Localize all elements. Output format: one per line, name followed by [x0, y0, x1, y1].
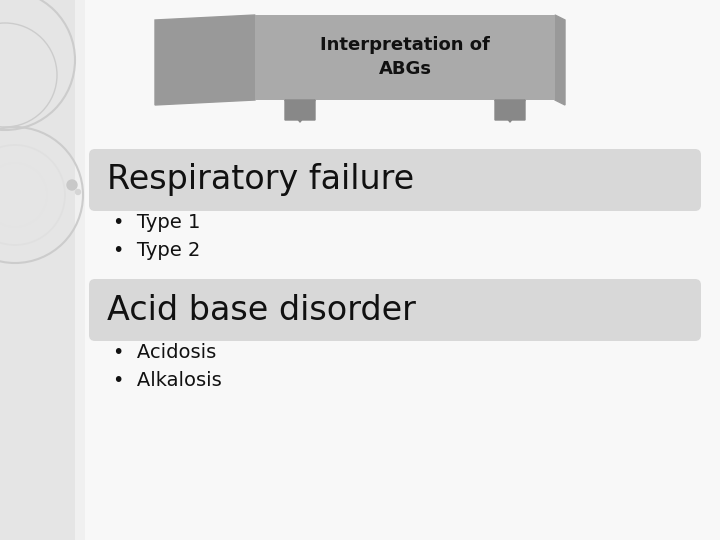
Text: •  Type 1: • Type 1	[113, 213, 200, 232]
Polygon shape	[255, 15, 555, 100]
FancyBboxPatch shape	[89, 149, 701, 211]
Polygon shape	[75, 0, 85, 540]
FancyBboxPatch shape	[89, 279, 701, 341]
Polygon shape	[285, 100, 315, 122]
Polygon shape	[285, 100, 315, 122]
Text: •  Alkalosis: • Alkalosis	[113, 370, 222, 389]
Polygon shape	[495, 100, 525, 122]
Polygon shape	[285, 100, 300, 120]
Text: •  Acidosis: • Acidosis	[113, 342, 216, 361]
Polygon shape	[0, 0, 85, 540]
Circle shape	[67, 180, 77, 190]
Polygon shape	[510, 100, 525, 120]
Polygon shape	[300, 100, 315, 120]
Text: Interpretation of: Interpretation of	[320, 37, 490, 55]
Text: •  Type 2: • Type 2	[113, 240, 200, 260]
Text: ABGs: ABGs	[379, 60, 431, 78]
Polygon shape	[555, 15, 565, 105]
Text: Respiratory failure: Respiratory failure	[107, 164, 414, 197]
Polygon shape	[495, 100, 525, 122]
Polygon shape	[495, 100, 510, 120]
Text: Acid base disorder: Acid base disorder	[107, 294, 416, 327]
Polygon shape	[155, 15, 255, 105]
Circle shape	[76, 190, 81, 194]
